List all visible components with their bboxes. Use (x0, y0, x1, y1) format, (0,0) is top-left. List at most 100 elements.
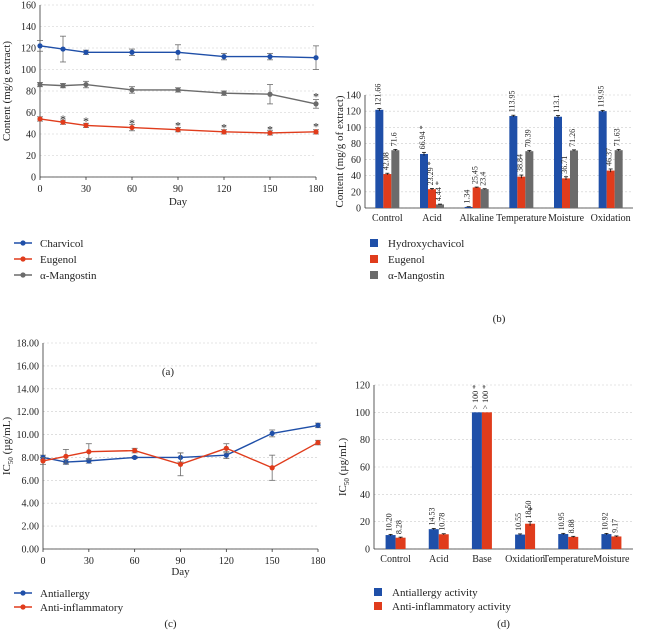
data-point (221, 129, 227, 135)
bar (395, 537, 406, 549)
data-point (267, 54, 273, 60)
chart-d: 0 20 40 60 80 100 120 Control 10.20 8.28 Acid 14.53… (337, 381, 633, 630)
bar (517, 176, 526, 208)
data-label: 119.95 (597, 86, 606, 108)
data-point (177, 461, 184, 467)
y-tick-label: 18.00 (17, 339, 40, 350)
data-label: 42.08 (381, 152, 390, 170)
data-point (315, 422, 321, 428)
x-tick-label: 0 (41, 556, 46, 567)
legend-swatch (370, 255, 378, 263)
y-axis-title: Content (mg/g of extract) (334, 95, 346, 207)
x-tick-label: 30 (84, 556, 94, 567)
x-tick-label: 180 (311, 556, 326, 567)
x-tick-label: 150 (265, 556, 280, 567)
data-point (223, 445, 229, 451)
bar (525, 151, 534, 208)
data-point (315, 439, 321, 446)
legend-marker (20, 604, 26, 610)
significance-mark: * (527, 505, 533, 517)
data-label: 46.37 (605, 148, 614, 166)
data-label: 36.71 (560, 156, 569, 174)
chart-c: 0.00 2.00 4.00 6.00 8.00 10.00 12.00 14.00 16.00… (1, 339, 326, 631)
data-point (175, 87, 181, 93)
data-point (129, 49, 135, 55)
data-point (37, 81, 43, 88)
y-tick-label: 80 (26, 87, 36, 98)
data-label: > 100 * (481, 385, 490, 410)
data-point (132, 447, 138, 454)
data-label: 38.84 (515, 154, 524, 172)
data-label: 66.94 * (418, 125, 427, 149)
data-label: > 100 * (471, 385, 480, 410)
data-point (221, 90, 227, 96)
y-tick-label: 60 (26, 108, 36, 119)
bar (568, 536, 579, 549)
data-point (63, 453, 69, 459)
y-tick-label: 20 (360, 517, 370, 528)
x-tick-label: Oxidation (505, 554, 545, 565)
data-point (83, 122, 89, 128)
data-point (60, 119, 66, 125)
x-tick-label: 180 (309, 184, 324, 195)
x-tick-label: Moisture (593, 554, 630, 565)
y-tick-label: 0 (356, 204, 361, 215)
bar (562, 178, 570, 208)
data-label: 71.26 (568, 129, 577, 147)
legend-marker (20, 256, 26, 262)
significance-mark: * (83, 114, 89, 128)
bar (472, 187, 481, 208)
y-tick-label: 40 (360, 490, 370, 501)
y-tick-label: 8.00 (22, 453, 40, 464)
y-tick-label: 10.00 (17, 430, 40, 441)
series-line (39, 118, 317, 134)
y-tick-label: 120 (346, 107, 361, 118)
x-tick-label: 60 (127, 184, 137, 195)
y-tick-label: 0 (365, 545, 370, 556)
bar (428, 189, 436, 208)
bar (464, 206, 473, 208)
y-tick-label: 20 (351, 187, 361, 198)
series-line (42, 441, 319, 469)
data-point (313, 101, 319, 107)
y-tick-label: 60 (360, 463, 370, 474)
y-tick-label: 0.00 (22, 545, 40, 556)
chart-b: 0 20 40 60 80 100 120 140 Control 121.66 42.08 71.6… (334, 84, 633, 325)
data-point (267, 130, 273, 136)
data-label: 71.6 (389, 132, 398, 146)
bar (570, 150, 578, 208)
data-label: 14.53 (428, 507, 437, 525)
bar (554, 116, 562, 208)
data-point (60, 83, 66, 89)
data-point (175, 127, 181, 133)
y-tick-label: 100 (355, 408, 370, 419)
significance-mark: * (175, 118, 181, 132)
x-tick-label: Acid (429, 554, 448, 565)
x-tick-label: 120 (217, 184, 232, 195)
bar (558, 534, 569, 549)
bar (383, 174, 392, 208)
x-tick-label: Oxidation (591, 213, 631, 224)
bar (428, 529, 439, 549)
x-tick-label: Temperature (543, 554, 594, 565)
y-tick-label: 40 (351, 171, 361, 182)
panel-label: (b) (493, 313, 506, 325)
bar (601, 534, 612, 549)
significance-mark: * (313, 119, 319, 133)
bar (420, 153, 428, 208)
data-label: 4.44 * (434, 181, 443, 201)
y-tick-label: 6.00 (22, 476, 40, 487)
bar (515, 534, 526, 549)
legend-marker (20, 272, 26, 278)
data-label: 8.88 (567, 519, 576, 533)
legend-swatch (374, 602, 382, 610)
y-tick-label: 12.00 (17, 407, 40, 418)
x-tick-label: Control (372, 213, 403, 224)
chart-a: 0 20 40 60 80 100 120 140 160 0 30 60 90 120 150 180 * * *… (1, 1, 324, 379)
x-tick-label: 150 (263, 184, 278, 195)
data-point (86, 449, 92, 455)
data-label: 10.95 (557, 512, 566, 530)
bar (606, 170, 615, 208)
data-point (269, 465, 275, 471)
